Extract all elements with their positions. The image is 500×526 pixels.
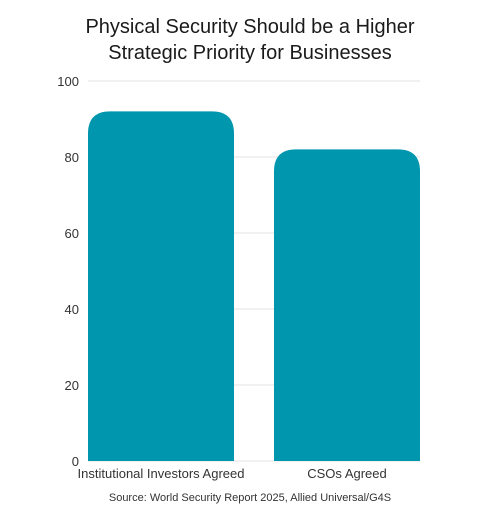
x-axis-category-labels: Institutional Investors Agreed CSOs Agree… xyxy=(78,466,387,481)
source-note: Source: World Security Report 2025, Alli… xyxy=(108,492,392,504)
y-axis-tick-labels: 0 20 40 60 80 100 xyxy=(57,74,79,469)
bar-1 xyxy=(88,111,234,462)
y-tick-label: 20 xyxy=(65,378,79,393)
y-tick-label: 60 xyxy=(65,226,79,241)
x-category-label: CSOs Agreed xyxy=(307,466,387,481)
chart-title: Physical Security Should be a Higher Str… xyxy=(0,14,500,66)
chart-title-line-2: Strategic Priority for Businesses xyxy=(108,42,392,64)
y-tick-label: 80 xyxy=(65,150,79,165)
y-tick-label: 0 xyxy=(72,454,79,469)
x-category-label: Institutional Investors Agreed xyxy=(78,466,245,481)
bar-2 xyxy=(274,149,420,461)
y-tick-label: 100 xyxy=(57,74,79,89)
bars xyxy=(88,111,420,462)
chart-title-line-1: Physical Security Should be a Higher xyxy=(85,16,415,38)
y-tick-label: 40 xyxy=(65,302,79,317)
